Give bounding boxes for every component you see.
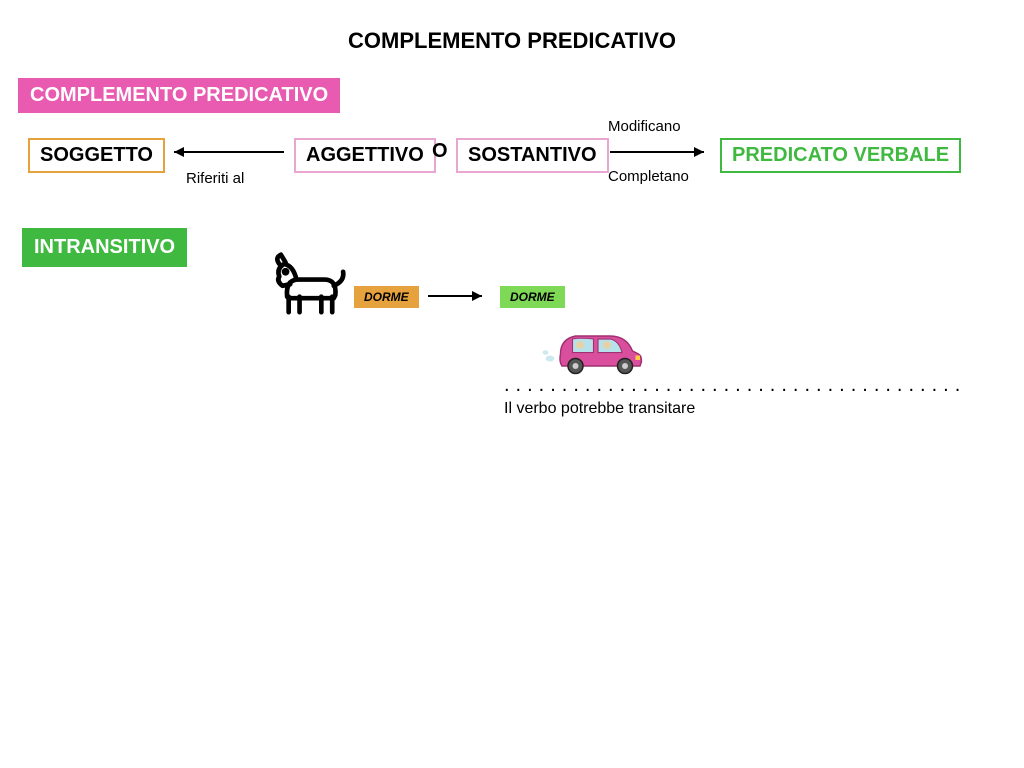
box-soggetto: SOGGETTO — [28, 138, 165, 173]
box-aggettivo: AGGETTIVO — [294, 138, 436, 173]
box-intransitivo: INTRANSITIVO — [22, 228, 187, 267]
box-predicato-verbale: PREDICATO VERBALE — [720, 138, 961, 173]
label-riferiti-al: Riferiti al — [186, 170, 244, 187]
car-icon — [540, 318, 650, 378]
box-dorme-orange: DORME — [354, 286, 419, 308]
text-o: O — [432, 140, 448, 163]
arrow-dorme — [422, 288, 498, 308]
label-completano: Completano — [608, 168, 689, 185]
arrow-to-soggetto — [160, 144, 290, 164]
label-modificano: Modificano — [608, 118, 681, 135]
dog-icon — [272, 250, 352, 320]
arrow-to-predicato — [604, 144, 724, 164]
dots-row: ........................................ — [504, 374, 966, 397]
box-dorme-green: DORME — [500, 286, 565, 308]
box-sostantivo: SOSTANTIVO — [456, 138, 609, 173]
header-complemento-predicativo: COMPLEMENTO PREDICATIVO — [18, 78, 340, 113]
caption-verbo-transitare: Il verbo potrebbe transitare — [504, 400, 695, 418]
page-title: COMPLEMENTO PREDICATIVO — [0, 28, 1024, 54]
